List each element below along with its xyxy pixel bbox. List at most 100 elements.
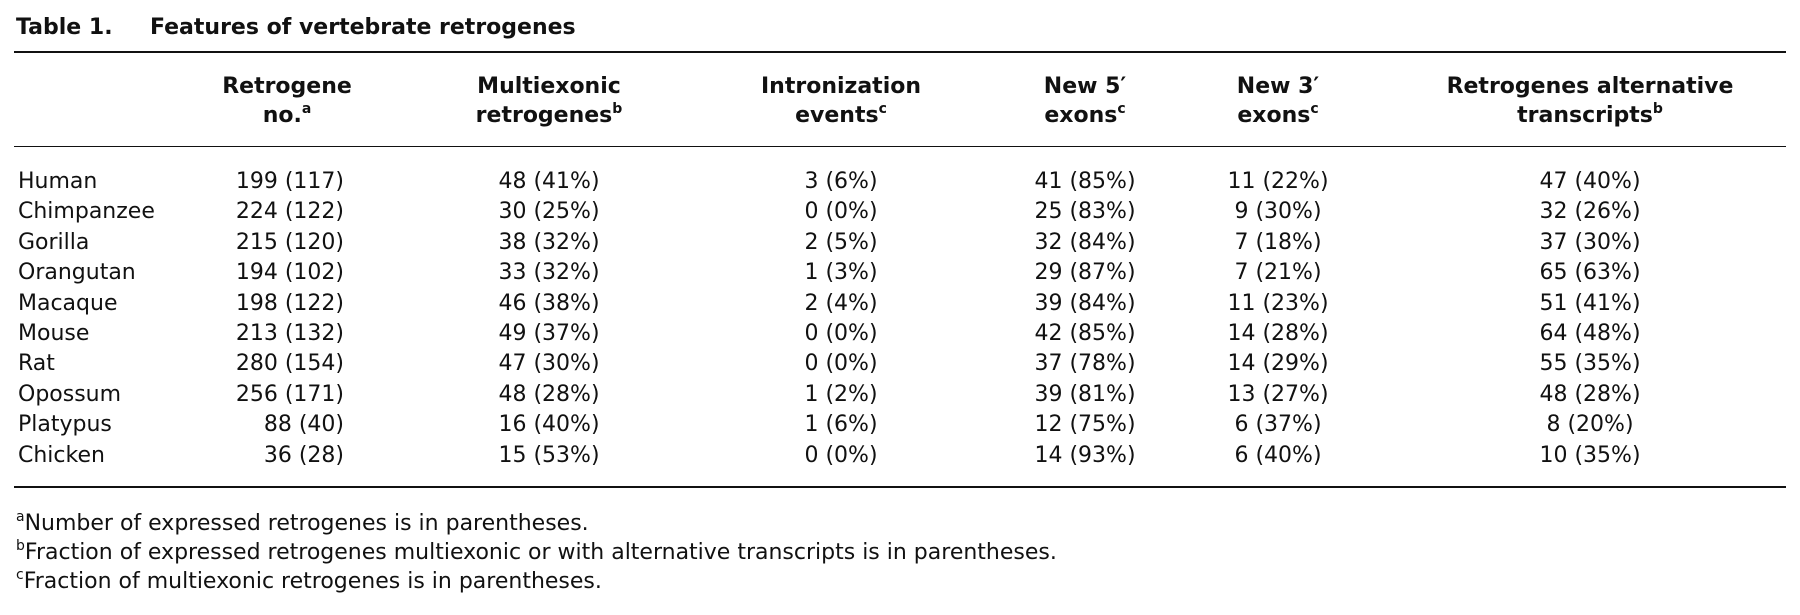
footnote: aNumber of expressed retrogenes is in pa… xyxy=(16,510,589,538)
footnote-marker: b xyxy=(1652,101,1663,117)
cell: 11 (22%) xyxy=(1227,169,1329,194)
header-line: eventsc xyxy=(761,101,921,130)
cell: 15 (53%) xyxy=(498,442,600,468)
cell: 46 (38%) xyxy=(498,290,600,316)
footnote-marker: b xyxy=(612,101,623,117)
cell: 41 (85%) xyxy=(1034,169,1136,194)
cell: 37 (30%) xyxy=(1539,229,1641,255)
footnote-marker: b xyxy=(16,538,25,554)
column-header: Intronization eventsc xyxy=(761,72,921,130)
cell: 48 (41%) xyxy=(498,169,600,194)
header-text: Retrogene xyxy=(222,74,352,99)
row-label: Gorilla xyxy=(18,229,90,255)
footnote-text: Number of expressed retrogenes is in par… xyxy=(24,511,589,536)
cell: 0 (0%) xyxy=(804,321,878,346)
cell: 215 (120) xyxy=(235,229,344,255)
header-line: transcriptsb xyxy=(1447,101,1734,130)
cell: 199 (117) xyxy=(235,169,344,194)
header-text: Multiexonic xyxy=(477,74,621,99)
cell: 65 (63%) xyxy=(1539,260,1641,286)
cell: 1 (2%) xyxy=(804,381,878,407)
cell: 10 (35%) xyxy=(1539,442,1641,468)
cell: 1 (3%) xyxy=(804,260,878,286)
cell: 88 (40) xyxy=(263,412,344,438)
header-line: New 3′ xyxy=(1237,72,1319,101)
footnote-marker: c xyxy=(1117,101,1126,117)
cell: 3 (6%) xyxy=(804,169,878,194)
cell: 6 (40%) xyxy=(1234,442,1322,468)
cell: 32 (84%) xyxy=(1034,229,1136,255)
cell: 42 (85%) xyxy=(1034,321,1136,346)
cell: 1 (6%) xyxy=(804,412,878,438)
caption-label: Table 1. xyxy=(16,15,113,40)
row-label: Mouse xyxy=(18,321,90,346)
header-text: Intronization xyxy=(760,74,922,99)
cell: 64 (48%) xyxy=(1539,321,1641,346)
cell: 39 (81%) xyxy=(1034,381,1136,407)
cell: 6 (37%) xyxy=(1234,412,1322,438)
row-label: Macaque xyxy=(18,290,118,316)
header-line: Multiexonic xyxy=(476,72,623,101)
bottom-rule xyxy=(14,486,1786,488)
column-header: Multiexonic retrogenesb xyxy=(476,72,623,130)
header-text: exons xyxy=(1044,103,1118,128)
header-text: New 5′ xyxy=(1043,74,1127,99)
cell: 47 (40%) xyxy=(1539,169,1641,194)
cell: 7 (21%) xyxy=(1234,260,1322,286)
header-line: retrogenesb xyxy=(476,101,623,130)
row-label: Chicken xyxy=(18,442,105,468)
top-rule xyxy=(14,51,1786,53)
header-text: no. xyxy=(262,103,302,128)
footnote-marker: c xyxy=(1310,101,1319,117)
header-text: transcripts xyxy=(1517,103,1653,128)
cell: 55 (35%) xyxy=(1539,351,1641,377)
footnote-text: Fraction of expressed retrogenes multiex… xyxy=(24,540,1057,565)
cell: 280 (154) xyxy=(235,351,344,377)
cell: 49 (37%) xyxy=(498,321,600,346)
cell: 194 (102) xyxy=(235,260,344,286)
header-line: Intronization xyxy=(761,72,921,101)
row-label: Orangutan xyxy=(18,260,136,286)
cell: 14 (29%) xyxy=(1227,351,1329,377)
row-label: Platypus xyxy=(18,412,112,438)
column-header: New 5′ exonsc xyxy=(1044,72,1126,130)
footnote-marker: a xyxy=(16,509,25,525)
row-label: Human xyxy=(18,169,98,194)
cell: 224 (122) xyxy=(235,199,344,225)
footnote-text: Fraction of multiexonic retrogenes is in… xyxy=(23,569,602,594)
header-line: exonsc xyxy=(1237,101,1319,130)
header-text: New 3′ xyxy=(1236,74,1320,99)
cell: 37 (78%) xyxy=(1034,351,1136,377)
cell: 11 (23%) xyxy=(1227,290,1329,316)
caption-title: Features of vertebrate retrogenes xyxy=(150,15,576,40)
cell: 25 (83%) xyxy=(1034,199,1136,225)
cell: 13 (27%) xyxy=(1227,381,1329,407)
cell: 12 (75%) xyxy=(1034,412,1136,438)
footnote: cFraction of multiexonic retrogenes is i… xyxy=(16,568,602,596)
row-label: Chimpanzee xyxy=(18,199,155,225)
cell: 14 (93%) xyxy=(1034,442,1136,468)
footnote-marker: a xyxy=(301,101,312,117)
footnote-marker: c xyxy=(16,567,24,583)
header-line: no.a xyxy=(222,101,352,130)
cell: 0 (0%) xyxy=(804,351,878,377)
row-label: Opossum xyxy=(18,381,122,407)
cell: 51 (41%) xyxy=(1539,290,1641,316)
cell: 33 (32%) xyxy=(498,260,600,286)
column-header: New 3′ exonsc xyxy=(1237,72,1319,130)
column-header: Retrogenes alternative transcriptsb xyxy=(1447,72,1734,130)
header-line: New 5′ xyxy=(1044,72,1126,101)
cell: 36 (28) xyxy=(263,442,344,468)
cell: 198 (122) xyxy=(235,290,344,316)
cell: 256 (171) xyxy=(235,381,344,407)
cell: 2 (4%) xyxy=(804,290,878,316)
cell: 48 (28%) xyxy=(1539,381,1641,407)
cell: 213 (132) xyxy=(235,321,344,346)
cell: 30 (25%) xyxy=(498,199,600,225)
cell: 39 (84%) xyxy=(1034,290,1136,316)
cell: 32 (26%) xyxy=(1539,199,1641,225)
column-header: Retrogene no.a xyxy=(222,72,352,130)
cell: 16 (40%) xyxy=(498,412,600,438)
cell: 2 (5%) xyxy=(804,229,878,255)
